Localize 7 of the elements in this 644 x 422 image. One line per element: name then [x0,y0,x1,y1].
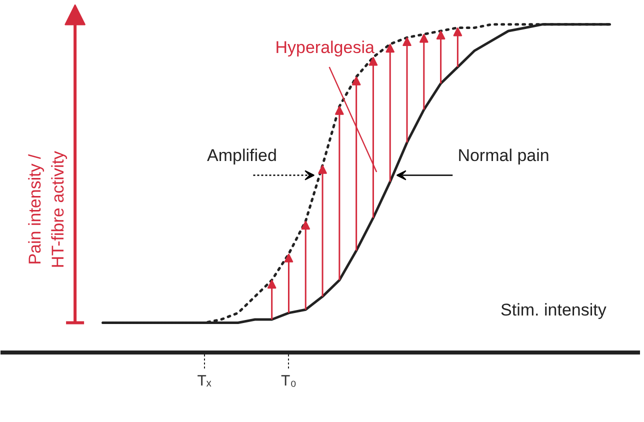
y-axis-title: Pain intensity / HT-fibre activity [26,150,68,268]
x-tick-label: T₀ [281,372,296,390]
x-tick-label: Tₓ [197,372,212,390]
x-axis-title: Stim. intensity [500,300,607,320]
text: Normal pain [458,146,550,166]
annotation: Hyperalgesia [275,38,375,57]
text: Amplified [206,146,277,166]
